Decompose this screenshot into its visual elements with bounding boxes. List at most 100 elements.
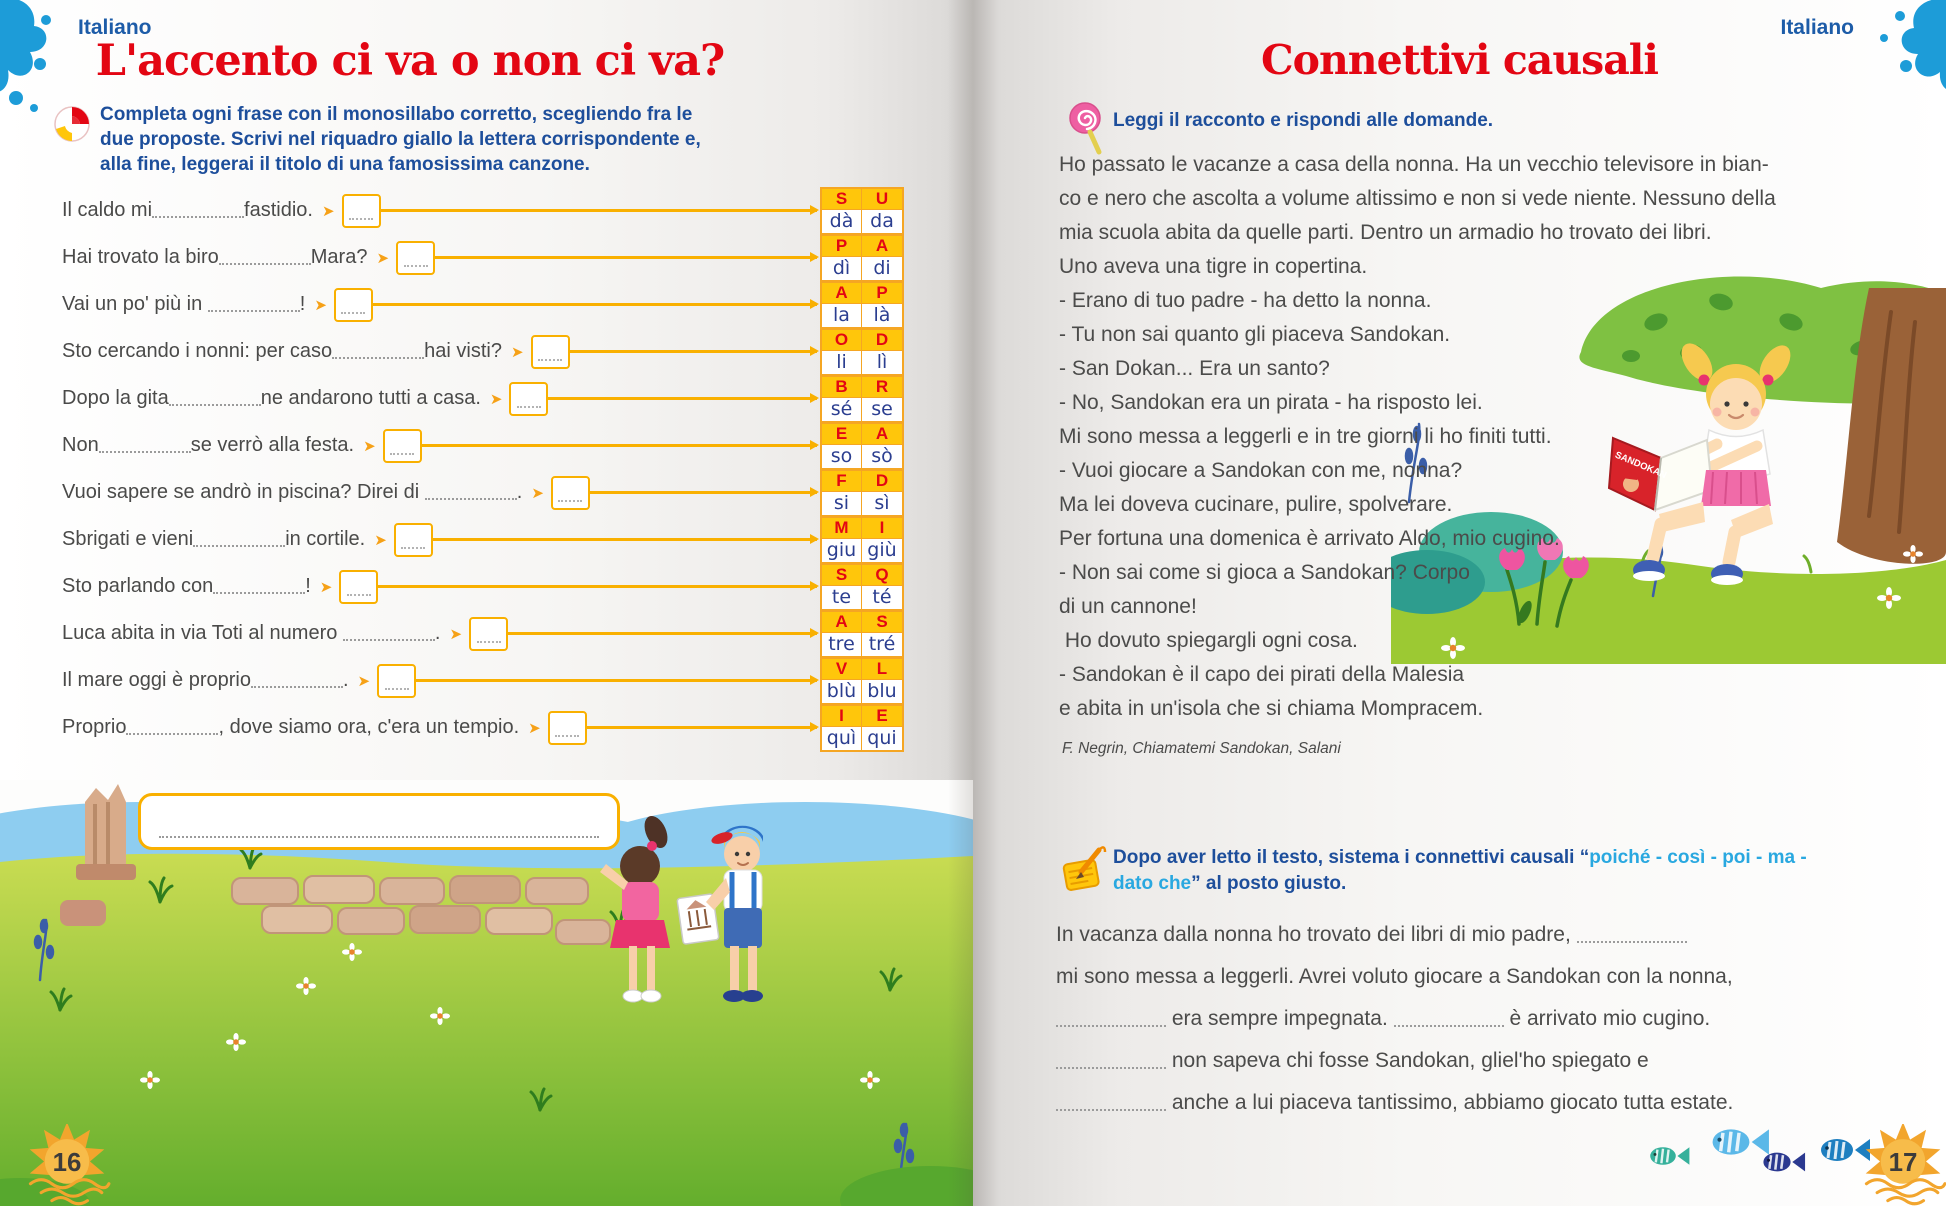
- exercise-row: Dopo la gita ne andarono tutti a casa. ➤ B R…: [62, 374, 904, 423]
- text-segment: In vacanza dalla nonna ho trovato dei li…: [1056, 923, 1577, 946]
- sentence-blank[interactable]: [193, 532, 286, 547]
- exercise-sentence: Sto parlando con!: [62, 575, 311, 598]
- fill-line: In vacanza dalla nonna ho trovato dei li…: [1056, 914, 1932, 956]
- options-words-row: giu giù: [822, 538, 902, 562]
- option-letter: E: [876, 705, 888, 725]
- text-segment: mi sono messa a leggerli. Avrei voluto g…: [1056, 965, 1733, 988]
- option-word: blu: [867, 679, 897, 702]
- fish-icon: [1650, 1147, 1690, 1165]
- option-letter: I: [879, 517, 885, 537]
- story-line: Per fortuna una domenica è arrivato Aldo…: [1059, 527, 1560, 550]
- connector-line: [435, 252, 819, 262]
- option-letter: S: [822, 564, 862, 585]
- reading-instruction: Leggi il racconto e rispondi alle domand…: [1113, 110, 1494, 131]
- connective-blank[interactable]: [1393, 1012, 1504, 1027]
- text-segment: .: [516, 481, 523, 503]
- connector-line: [380, 205, 820, 215]
- sentence-blank[interactable]: [218, 250, 311, 265]
- letter-answer-box[interactable]: [341, 193, 381, 228]
- text-segment: .: [434, 622, 441, 644]
- sentence-blank[interactable]: [424, 485, 517, 500]
- sentence-blank[interactable]: [207, 297, 300, 312]
- sentence-blank[interactable]: [342, 626, 435, 641]
- paint-splat-icon: [0, 0, 51, 112]
- fish-icons: [1650, 1129, 1870, 1172]
- instruction-suffix: ” al posto giusto.: [1191, 873, 1347, 894]
- letter-answer-box[interactable]: [333, 287, 373, 322]
- story-line: - Non sai come si gioca a Sandokan? Corp…: [1059, 561, 1470, 584]
- sentence-blank[interactable]: [332, 344, 425, 359]
- letter-answer-box[interactable]: [469, 616, 509, 651]
- text-segment: ne andarono tutti a casa.: [260, 387, 481, 409]
- connective-blank[interactable]: [1056, 1096, 1166, 1111]
- page-title: Connettivi causali: [1261, 36, 1659, 84]
- option-word: qui: [867, 726, 897, 749]
- letter-answer-box[interactable]: [393, 522, 433, 557]
- letter-answer-box[interactable]: [547, 710, 587, 745]
- letter-answer-box[interactable]: [509, 381, 549, 416]
- sentence-blank[interactable]: [126, 720, 219, 735]
- paint-splat-icon: [1880, 0, 1946, 89]
- connective-blank[interactable]: [1576, 928, 1687, 943]
- connective-blank[interactable]: [1056, 1012, 1166, 1027]
- sentence-blank[interactable]: [250, 673, 343, 688]
- option-letter: U: [875, 188, 889, 208]
- sentence-blank[interactable]: [98, 438, 191, 453]
- option-letter: P: [822, 235, 862, 256]
- option-letter: V: [822, 658, 862, 679]
- fish-icon: [1763, 1152, 1806, 1172]
- sentence-blank[interactable]: [152, 203, 245, 218]
- option-word: dì: [822, 256, 862, 280]
- song-title-answer-box[interactable]: [138, 793, 620, 850]
- option-word: sì: [874, 491, 890, 514]
- letter-answer-box[interactable]: [530, 334, 570, 369]
- letter-answer-box[interactable]: [382, 428, 422, 463]
- story-line: - No, Sandokan era un pirata - ha rispos…: [1059, 391, 1483, 414]
- song-title-blank[interactable]: [159, 836, 599, 838]
- page-number-sun: 16: [28, 1124, 111, 1206]
- page-number: 17: [1889, 1149, 1918, 1177]
- page-right: Italiano Connettivi causali Leggi il rac…: [973, 0, 1946, 1206]
- arrow-icon: ➤: [314, 296, 327, 314]
- text-segment: !: [305, 575, 311, 597]
- text-segment: anche a lui piaceva tantissimo, abbiamo …: [1166, 1091, 1734, 1114]
- exercise-sentence: Hai trovato la biro Mara?: [62, 246, 367, 269]
- connector-line: [586, 722, 820, 732]
- story-line: Ma lei doveva cucinare, pulire, spolvera…: [1059, 493, 1453, 516]
- notebook-pencil-icon: [1062, 846, 1107, 891]
- text-segment: Il caldo mi: [62, 199, 153, 221]
- exercise-row: Sto cercando i nonni: per caso hai visti?…: [62, 327, 904, 376]
- option-letter: I: [822, 705, 862, 726]
- letter-answer-box[interactable]: [396, 240, 436, 275]
- option-word: té: [872, 585, 892, 608]
- story-line: di un cannone!: [1059, 595, 1197, 618]
- option-letter: F: [822, 470, 862, 491]
- options-words-row: so sò: [822, 444, 902, 468]
- letter-answer-box[interactable]: [377, 663, 417, 698]
- page-number-sun: 17: [1864, 1124, 1946, 1206]
- fill-line: era sempre impegnata. è arrivato mio cug…: [1056, 998, 1932, 1040]
- letter-answer-box[interactable]: [550, 475, 590, 510]
- sentence-blank[interactable]: [213, 579, 306, 594]
- arrow-icon: ➤: [321, 202, 335, 220]
- sentence-blank[interactable]: [168, 391, 261, 406]
- connector-line: [372, 299, 820, 309]
- option-letter: O: [822, 329, 862, 350]
- lollipop-icon: [1069, 102, 1102, 155]
- fish-icon: [1821, 1139, 1870, 1161]
- connective-blank[interactable]: [1056, 1054, 1166, 1069]
- exercise-sentence: Vuoi sapere se andrò in piscina? Direi d…: [62, 481, 522, 504]
- letter-answer-box[interactable]: [339, 569, 379, 604]
